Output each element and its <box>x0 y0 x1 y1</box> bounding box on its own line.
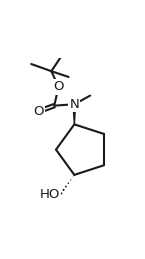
Text: HO: HO <box>40 189 60 202</box>
Polygon shape <box>73 104 76 124</box>
Text: O: O <box>53 81 64 93</box>
Text: N: N <box>69 98 79 111</box>
Text: O: O <box>33 105 44 118</box>
